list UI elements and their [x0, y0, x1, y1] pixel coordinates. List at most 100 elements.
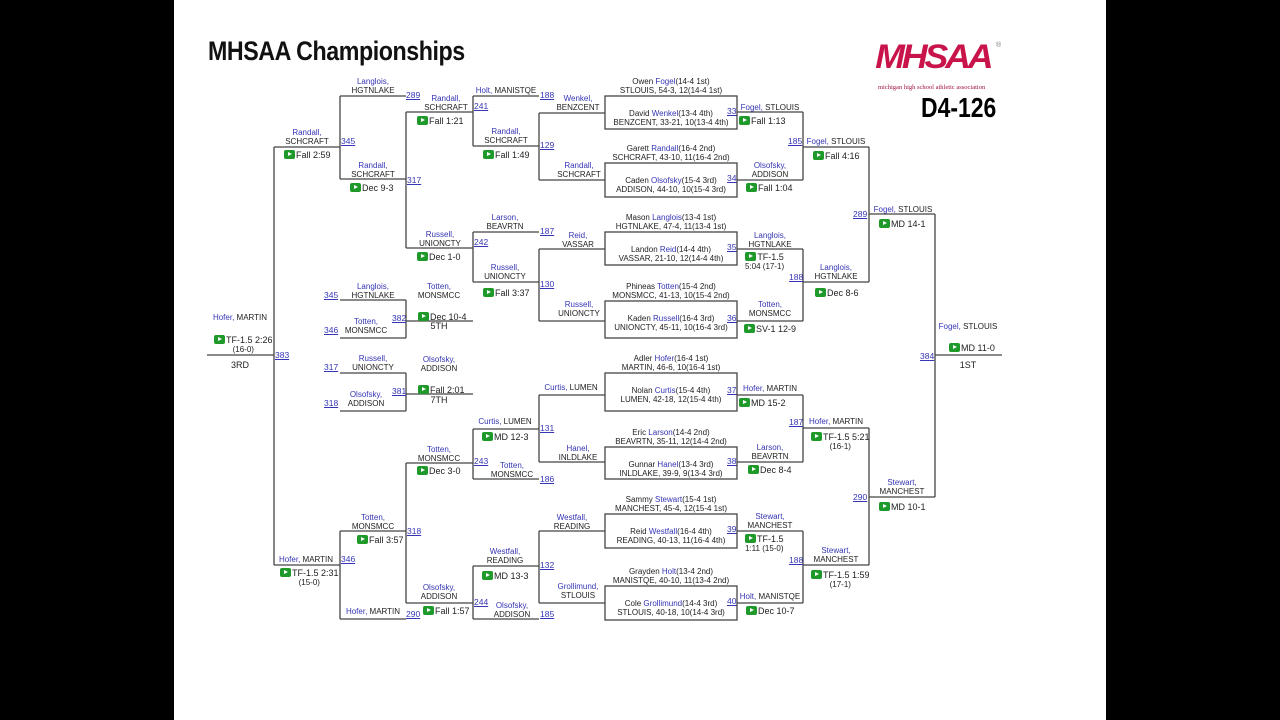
video-play-icon[interactable]: [482, 571, 493, 580]
seed-last-name[interactable]: Grollimund: [643, 599, 683, 608]
video-play-icon[interactable]: [744, 324, 755, 333]
seed-last-name[interactable]: Totten: [657, 282, 679, 291]
wrestler-name-link[interactable]: Totten,: [426, 445, 451, 454]
wrestler-name-link[interactable]: Olsofsky,: [422, 583, 456, 592]
wrestler-name-link[interactable]: Grollimund,: [557, 582, 599, 591]
wrestler-name-link[interactable]: Russell,: [564, 300, 594, 309]
video-play-icon[interactable]: [949, 343, 960, 352]
bout-number-link[interactable]: 346: [341, 554, 356, 564]
video-play-icon[interactable]: [483, 150, 494, 159]
bout-number-link[interactable]: 186: [540, 474, 555, 484]
bout-number-link[interactable]: 382: [392, 313, 407, 323]
wrestler-name-link[interactable]: Olsofsky,: [349, 390, 383, 399]
wrestler-name-link[interactable]: Totten,: [360, 513, 385, 522]
wrestler-name-link[interactable]: Totten,: [353, 317, 378, 326]
video-play-icon[interactable]: [811, 570, 822, 579]
wrestler-name-link[interactable]: Olsofsky,: [422, 355, 456, 364]
video-play-icon[interactable]: [745, 252, 757, 261]
bout-number-link[interactable]: 36: [727, 312, 737, 323]
seed-last-name[interactable]: Holt: [661, 567, 677, 576]
seed-last-name[interactable]: Reid: [659, 245, 677, 254]
video-play-icon[interactable]: [417, 252, 428, 261]
seed-last-name[interactable]: Larson: [648, 428, 673, 437]
video-play-icon[interactable]: [739, 398, 750, 407]
wrestler-name-link[interactable]: Olsofsky,: [495, 601, 529, 610]
bout-number-link[interactable]: 289: [853, 209, 868, 219]
wrestler-name-link[interactable]: Hofer,: [278, 555, 301, 564]
seed-last-name[interactable]: Wenkel: [651, 109, 679, 118]
bout-number-link[interactable]: 345: [324, 290, 339, 300]
wrestler-name-link[interactable]: Hofer,: [808, 417, 831, 426]
video-play-icon[interactable]: [214, 335, 225, 344]
bout-number-link[interactable]: 243: [474, 456, 489, 466]
bout-number-link[interactable]: 346: [324, 325, 339, 335]
bout-number-link[interactable]: 384: [920, 351, 935, 361]
video-play-icon[interactable]: [482, 432, 493, 441]
wrestler-name-link[interactable]: Randall,: [491, 127, 521, 136]
seed-last-name[interactable]: Westfall: [648, 527, 678, 536]
wrestler-name-link[interactable]: Westfall,: [556, 513, 588, 522]
seed-last-name[interactable]: Stewart: [654, 495, 683, 504]
bout-number-link[interactable]: 40: [727, 596, 737, 606]
video-play-icon[interactable]: [748, 465, 759, 474]
bout-number-link[interactable]: 317: [324, 362, 339, 372]
seed-last-name[interactable]: Fogel: [655, 77, 676, 86]
seed-last-name[interactable]: Curtis: [654, 386, 676, 395]
bout-number-link[interactable]: 188: [540, 90, 555, 100]
wrestler-name-link[interactable]: Curtis,: [544, 383, 568, 392]
bout-number-link[interactable]: 188: [789, 272, 804, 282]
wrestler-name-link[interactable]: Langlois,: [356, 282, 390, 291]
wrestler-name-link[interactable]: Langlois,: [819, 263, 853, 272]
wrestler-name-link[interactable]: Russell,: [358, 354, 388, 363]
video-play-icon[interactable]: [417, 466, 428, 475]
wrestler-name-link[interactable]: Curtis,: [478, 417, 502, 426]
wrestler-name-link[interactable]: Randall,: [358, 161, 388, 170]
video-play-icon[interactable]: [284, 150, 295, 159]
bout-number-link[interactable]: 38: [727, 456, 737, 466]
video-play-icon[interactable]: [739, 116, 750, 125]
bout-number-link[interactable]: 244: [474, 597, 489, 607]
video-play-icon[interactable]: [423, 606, 434, 615]
wrestler-name-link[interactable]: Randall,: [431, 94, 461, 103]
wrestler-name-link[interactable]: Randall,: [564, 161, 594, 170]
bout-number-link[interactable]: 34: [727, 173, 737, 183]
bout-number-link[interactable]: 242: [474, 237, 489, 247]
video-play-icon[interactable]: [815, 288, 826, 297]
bout-number-link[interactable]: 132: [540, 560, 555, 570]
video-play-icon[interactable]: [811, 432, 822, 441]
bout-number-link[interactable]: 345: [341, 136, 356, 146]
wrestler-name-link[interactable]: Stewart,: [887, 478, 917, 487]
bout-number-link[interactable]: 33: [727, 105, 737, 116]
wrestler-name-link[interactable]: Hofer,: [212, 313, 235, 322]
video-play-icon[interactable]: [813, 151, 824, 160]
wrestler-name-link[interactable]: Totten,: [757, 300, 782, 309]
bout-number-link[interactable]: 35: [727, 241, 737, 252]
wrestler-name-link[interactable]: Hofer,: [345, 607, 368, 616]
bout-number-link[interactable]: 187: [540, 226, 555, 236]
wrestler-name-link[interactable]: Hanel,: [566, 444, 590, 453]
video-play-icon[interactable]: [418, 312, 429, 321]
bout-number-link[interactable]: 130: [540, 279, 555, 289]
wrestler-name-link[interactable]: Westfall,: [489, 547, 521, 556]
video-play-icon[interactable]: [879, 219, 890, 228]
bout-number-link[interactable]: 185: [788, 136, 803, 146]
wrestler-name-link[interactable]: Holt,: [739, 592, 757, 601]
video-play-icon[interactable]: [746, 183, 757, 192]
video-play-icon[interactable]: [417, 116, 428, 125]
wrestler-name-link[interactable]: Langlois,: [753, 231, 787, 240]
bout-number-link[interactable]: 318: [407, 526, 422, 536]
bout-number-link[interactable]: 131: [540, 423, 555, 433]
seed-last-name[interactable]: Olsofsky: [650, 176, 682, 185]
wrestler-name-link[interactable]: Russell,: [425, 230, 455, 239]
bout-number-link[interactable]: 188: [789, 555, 804, 565]
seed-last-name[interactable]: Langlois: [652, 213, 682, 222]
wrestler-name-link[interactable]: Fogel,: [806, 137, 829, 146]
bout-number-link[interactable]: 39: [727, 524, 737, 534]
wrestler-name-link[interactable]: Totten,: [499, 461, 524, 470]
wrestler-name-link[interactable]: Randall,: [292, 128, 322, 137]
seed-last-name[interactable]: Randall: [651, 144, 679, 153]
wrestler-name-link[interactable]: Larson,: [491, 213, 519, 222]
video-play-icon[interactable]: [879, 502, 890, 511]
video-play-icon[interactable]: [746, 606, 757, 615]
video-play-icon[interactable]: [483, 288, 494, 297]
